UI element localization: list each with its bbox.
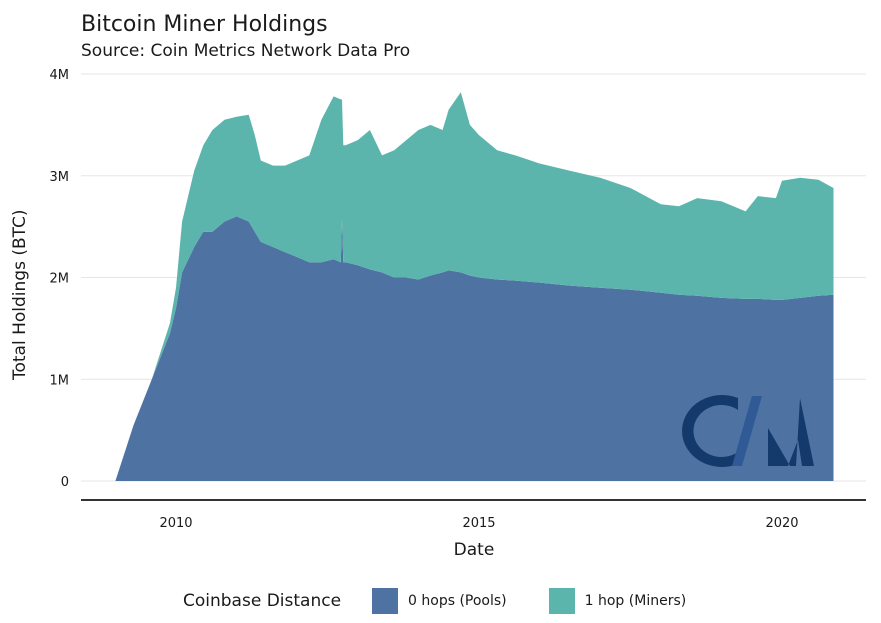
x-tick-label: 2010: [159, 516, 192, 531]
y-tick-label: 2M: [50, 272, 70, 287]
cm-logo-slash: [732, 396, 762, 466]
chart-subtitle: Source: Coin Metrics Network Data Pro: [81, 41, 411, 61]
area-miners: [115, 92, 834, 482]
legend-item-miners: 1 hop (Miners): [548, 588, 687, 614]
cm-logo-m: [756, 398, 814, 466]
y-tick-label: 0: [61, 475, 69, 490]
x-tick-label: 2015: [462, 516, 495, 531]
area-layers: [115, 92, 834, 482]
cm-logo-c: [682, 395, 738, 467]
legend-swatch-miners: [548, 588, 575, 614]
x-tick-labels: 2010 2015 2020: [159, 516, 798, 531]
y-tick-label: 3M: [50, 170, 70, 185]
y-tick-labels: 0 1M 2M 3M 4M: [50, 68, 70, 490]
y-tick-label: 1M: [50, 373, 70, 388]
y-axis-label: Total Holdings (BTC): [10, 209, 30, 380]
legend-label-pools: 0 hops (Pools): [408, 593, 507, 609]
legend-swatch-pools: [372, 588, 399, 614]
legend-title: Coinbase Distance: [183, 591, 342, 611]
chart-title: Bitcoin Miner Holdings: [81, 12, 328, 37]
legend-label-miners: 1 hop (Miners): [584, 593, 687, 609]
legend-item-pools: 0 hops (Pools): [372, 588, 507, 614]
area-pools: [115, 216, 834, 481]
x-axis-label: Date: [454, 540, 495, 560]
legend: Coinbase Distance 0 hops (Pools) 1 hop (…: [183, 588, 728, 614]
x-tick-label: 2020: [765, 516, 798, 531]
cm-logo-watermark: [682, 395, 814, 467]
y-tick-label: 4M: [50, 68, 70, 83]
